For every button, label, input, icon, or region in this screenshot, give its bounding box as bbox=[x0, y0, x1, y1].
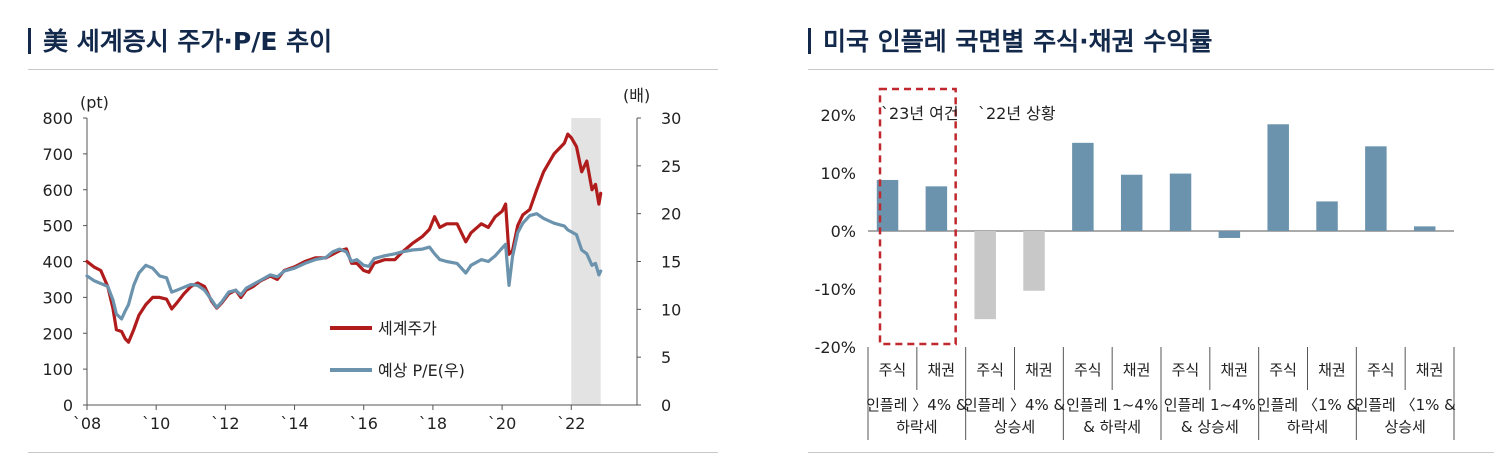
group-label-line2: 상승세 bbox=[1384, 418, 1425, 436]
left-y-tick-label: 500 bbox=[42, 217, 73, 236]
bar bbox=[1023, 231, 1045, 291]
right-y-tick-label: 10 bbox=[661, 300, 681, 319]
left-chart-title: 美 세계증시 주가·P/E 추이 bbox=[28, 22, 332, 58]
y-tick-label: 0% bbox=[831, 222, 856, 241]
left-title-divider bbox=[28, 69, 718, 70]
x-tick-label: `14 bbox=[280, 414, 308, 433]
bar bbox=[1316, 201, 1338, 231]
left-y-tick-label: 300 bbox=[42, 288, 73, 307]
y-tick-label: -10% bbox=[815, 280, 856, 299]
x-tick-label: `08 bbox=[73, 414, 101, 433]
bar bbox=[974, 231, 996, 320]
category-label: 주식 bbox=[1172, 361, 1200, 379]
annotation-2022: `22년 상황 bbox=[978, 104, 1056, 123]
world-stock-price-line bbox=[85, 132, 603, 344]
category-label: 주식 bbox=[1074, 361, 1102, 379]
world-stock-pe-line-chart: 0 100 200 300 400 500 600 700 800 0 5 10 15 20 25 30 (pt… bbox=[42, 86, 681, 433]
right-y-tick-label: 30 bbox=[661, 109, 681, 128]
title-accent-bar bbox=[28, 28, 31, 54]
left-chart-title-text: 美 세계증시 주가·P/E 추이 bbox=[43, 27, 333, 56]
x-tick-label: `12 bbox=[211, 414, 239, 433]
bar bbox=[1218, 231, 1241, 238]
group-label-line1: 인플레 〉4% & bbox=[866, 396, 968, 414]
x-tick-label: `22 bbox=[557, 414, 585, 433]
category-label: 주식 bbox=[976, 361, 1004, 379]
left-y-tick-label: 600 bbox=[42, 181, 73, 200]
category-label: 채권 bbox=[1318, 361, 1346, 379]
title-accent-bar bbox=[808, 28, 811, 54]
group-label-line1: 인플레 〈1% & bbox=[1354, 396, 1456, 414]
right-bottom-divider bbox=[808, 452, 1494, 453]
category-label: 주식 bbox=[879, 361, 907, 379]
category-label: 채권 bbox=[1123, 361, 1151, 379]
inflation-regime-returns-bar-chart: 20% 10% 0% -10% -20% 주식 채권 주식 채권 주식 채권 주식 채권 주식 채권 주식 채권… bbox=[815, 87, 1456, 440]
group-label-line2: 하락세 bbox=[896, 418, 937, 436]
right-y-tick-label: 0 bbox=[661, 396, 671, 415]
y-tick-label: 20% bbox=[820, 106, 856, 125]
x-tick-label: `16 bbox=[350, 414, 378, 433]
group-label-line2: 상승세 bbox=[994, 418, 1035, 436]
right-y-unit: (배) bbox=[623, 86, 650, 105]
category-label: 채권 bbox=[1220, 361, 1248, 379]
category-label: 채권 bbox=[1025, 361, 1053, 379]
right-y-tick-label: 5 bbox=[661, 348, 671, 367]
right-y-tick-label: 15 bbox=[661, 253, 681, 272]
group-label-line1: 인플레 1~4% bbox=[1164, 396, 1256, 414]
group-label-line1: 인플레 〉4% & bbox=[964, 396, 1066, 414]
annotation-2023: `23년 여건 bbox=[881, 104, 959, 123]
left-y-unit: (pt) bbox=[80, 93, 109, 112]
forward-pe-line bbox=[85, 212, 603, 321]
legend-label: 예상 P/E(우) bbox=[378, 361, 465, 380]
left-y-tick-label: 100 bbox=[42, 360, 73, 379]
x-tick-label: `10 bbox=[142, 414, 170, 433]
category-label: 채권 bbox=[927, 361, 955, 379]
group-label-line2: 하락세 bbox=[1287, 418, 1328, 436]
bar bbox=[876, 179, 899, 231]
group-label-line1: 인플레 1~4% bbox=[1066, 396, 1158, 414]
bar bbox=[1413, 226, 1436, 231]
left-y-tick-label: 400 bbox=[42, 253, 73, 272]
x-tick-label: `20 bbox=[488, 414, 516, 433]
bar bbox=[1267, 124, 1289, 231]
right-y-tick-label: 20 bbox=[661, 205, 681, 224]
left-y-tick-label: 0 bbox=[63, 396, 73, 415]
group-label-line2: & 상승세 bbox=[1181, 418, 1239, 436]
left-y-tick-label: 700 bbox=[42, 145, 73, 164]
bar bbox=[1169, 173, 1192, 231]
y-tick-label: -20% bbox=[815, 338, 856, 357]
bar bbox=[1120, 174, 1143, 231]
bar bbox=[1072, 142, 1094, 231]
right-title-divider bbox=[808, 69, 1494, 70]
bar bbox=[1365, 146, 1387, 231]
category-label: 주식 bbox=[1269, 361, 1297, 379]
left-chart-panel: 美 세계증시 주가·P/E 추이 0 100 200 300 400 500 600 700 8… bbox=[0, 0, 730, 459]
x-tick-label: `18 bbox=[419, 414, 447, 433]
left-y-tick-label: 200 bbox=[42, 324, 73, 343]
legend-label: 세계주가 bbox=[378, 319, 437, 338]
right-y-tick-label: 25 bbox=[661, 157, 681, 176]
bar bbox=[925, 186, 948, 231]
category-label: 채권 bbox=[1416, 361, 1444, 379]
left-y-tick-label: 800 bbox=[42, 109, 73, 128]
y-tick-label: 10% bbox=[820, 164, 856, 183]
right-chart-panel: 미국 인플레 국면별 주식·채권 수익률 20% 10% 0% -10% -20% 주식 채… bbox=[790, 0, 1500, 459]
right-chart-title-text: 미국 인플레 국면별 주식·채권 수익률 bbox=[823, 27, 1213, 56]
category-label: 주식 bbox=[1367, 361, 1395, 379]
highlight-box-2023 bbox=[878, 87, 957, 346]
right-chart-title: 미국 인플레 국면별 주식·채권 수익률 bbox=[808, 22, 1212, 58]
group-label-line1: 인플레 〈1% & bbox=[1257, 396, 1359, 414]
group-label-line2: & 하락세 bbox=[1083, 418, 1141, 436]
left-bottom-divider bbox=[28, 452, 718, 453]
